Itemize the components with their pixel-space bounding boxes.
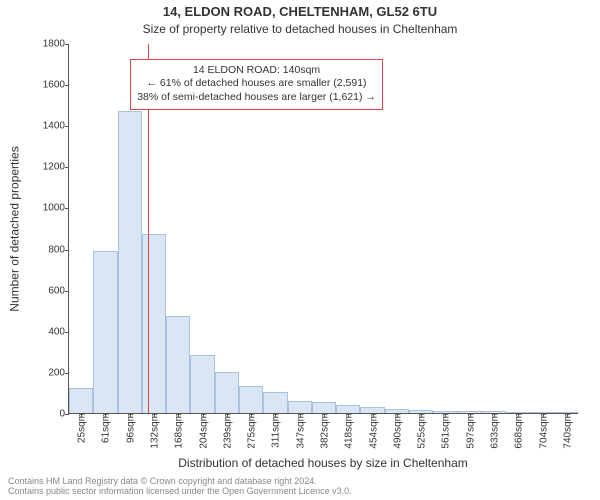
x-tick-mark: [518, 413, 519, 417]
x-tick-label: 204sqm: [196, 413, 209, 449]
x-tick-label: 25sqm: [75, 413, 88, 443]
x-tick-label: 61sqm: [99, 413, 112, 443]
histogram-bar: [142, 234, 166, 413]
x-tick-mark: [130, 413, 131, 417]
annotation-box: 14 ELDON ROAD: 140sqm← 61% of detached h…: [130, 59, 383, 110]
x-tick-mark: [81, 413, 82, 417]
x-tick-label: 96sqm: [123, 413, 136, 443]
y-tick-mark: [65, 85, 69, 86]
annotation-line-1: 14 ELDON ROAD: 140sqm: [137, 64, 376, 78]
x-tick-label: 239sqm: [220, 413, 233, 449]
x-tick-label: 418sqm: [342, 413, 355, 449]
x-tick-mark: [251, 413, 252, 417]
x-tick-label: 311sqm: [269, 413, 282, 448]
y-axis-label: Number of detached properties: [8, 44, 22, 414]
plot-area: 02004006008001000120014001600180025sqm61…: [68, 44, 578, 414]
chart-container: 14, ELDON ROAD, CHELTENHAM, GL52 6TU Siz…: [0, 0, 600, 500]
histogram-bar: [263, 392, 287, 413]
x-tick-mark: [373, 413, 374, 417]
x-tick-mark: [397, 413, 398, 417]
histogram-bar: [336, 405, 360, 413]
x-tick-label: 168sqm: [172, 413, 185, 449]
histogram-bar: [93, 251, 117, 413]
histogram-bar: [215, 372, 239, 413]
chart-title-main: 14, ELDON ROAD, CHELTENHAM, GL52 6TU: [0, 4, 600, 19]
x-tick-mark: [421, 413, 422, 417]
x-tick-mark: [203, 413, 204, 417]
chart-title-sub: Size of property relative to detached ho…: [0, 22, 600, 36]
x-tick-label: 525sqm: [415, 413, 428, 449]
y-tick-mark: [65, 167, 69, 168]
x-tick-label: 740sqm: [560, 413, 573, 449]
x-tick-label: 132sqm: [148, 413, 161, 449]
x-tick-mark: [543, 413, 544, 417]
histogram-bar: [239, 386, 263, 413]
footer-attribution: Contains HM Land Registry data © Crown c…: [8, 476, 592, 497]
x-tick-mark: [445, 413, 446, 417]
histogram-bar: [166, 316, 190, 413]
histogram-bar: [312, 402, 336, 413]
x-tick-label: 633sqm: [488, 413, 501, 449]
y-tick-mark: [65, 291, 69, 292]
x-tick-mark: [300, 413, 301, 417]
x-tick-mark: [275, 413, 276, 417]
x-tick-mark: [470, 413, 471, 417]
histogram-bar: [190, 355, 214, 413]
y-tick-mark: [65, 332, 69, 333]
x-tick-mark: [494, 413, 495, 417]
x-tick-label: 561sqm: [439, 413, 452, 449]
x-axis-label: Distribution of detached houses by size …: [68, 456, 578, 470]
y-tick-mark: [65, 44, 69, 45]
x-tick-label: 347sqm: [293, 413, 306, 449]
x-tick-label: 704sqm: [536, 413, 549, 449]
x-tick-mark: [154, 413, 155, 417]
annotation-line-2: ← 61% of detached houses are smaller (2,…: [137, 77, 376, 91]
x-tick-mark: [178, 413, 179, 417]
y-tick-mark: [65, 126, 69, 127]
x-tick-label: 490sqm: [390, 413, 403, 449]
y-tick-mark: [65, 250, 69, 251]
x-tick-mark: [567, 413, 568, 417]
footer-line-2: Contains public sector information licen…: [8, 486, 592, 496]
annotation-line-3: 38% of semi-detached houses are larger (…: [137, 91, 376, 105]
footer-line-1: Contains HM Land Registry data © Crown c…: [8, 476, 592, 486]
y-tick-mark: [65, 208, 69, 209]
histogram-bar: [118, 111, 142, 413]
x-tick-label: 275sqm: [245, 413, 258, 449]
y-tick-mark: [65, 414, 69, 415]
x-tick-mark: [348, 413, 349, 417]
x-tick-mark: [105, 413, 106, 417]
x-tick-mark: [227, 413, 228, 417]
x-tick-label: 597sqm: [463, 413, 476, 449]
histogram-bar: [69, 388, 93, 413]
x-tick-label: 668sqm: [512, 413, 525, 449]
x-tick-label: 382sqm: [318, 413, 331, 449]
x-tick-label: 454sqm: [366, 413, 379, 449]
x-tick-mark: [324, 413, 325, 417]
histogram-bar: [288, 401, 312, 413]
y-tick-mark: [65, 373, 69, 374]
